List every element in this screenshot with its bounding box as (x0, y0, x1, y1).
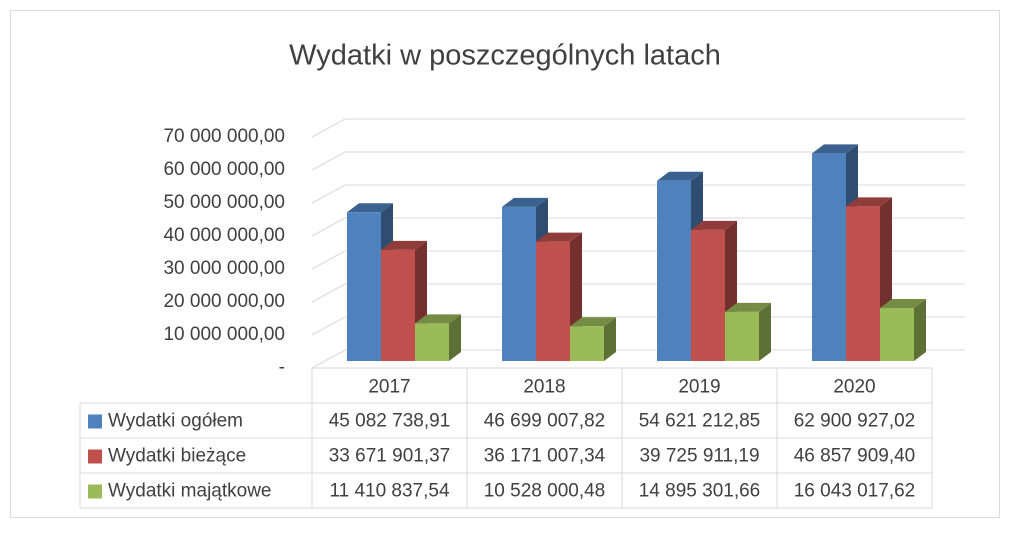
bar (880, 299, 926, 361)
chart-title: Wydatki w poszczególnych latach (289, 40, 721, 72)
grid-line (311, 184, 965, 204)
bar-face (502, 206, 536, 361)
grid-line (311, 151, 965, 171)
bar-face (657, 171, 703, 181)
bar-face (449, 314, 461, 361)
table-value: 33 671 901,37 (329, 446, 451, 467)
bar-face (725, 311, 759, 361)
table-value: 54 621 212,85 (639, 411, 761, 432)
grid-line (311, 283, 965, 303)
table-value: 14 895 301,66 (639, 481, 761, 502)
bar-face (347, 203, 393, 213)
legend-key (88, 449, 102, 464)
bar-face (415, 314, 461, 324)
bar-face (812, 153, 846, 361)
bar-face (812, 144, 858, 154)
x-tick-label: 2019 (678, 377, 720, 398)
bar-face (604, 317, 616, 361)
y-tick-label: 50 000 000,00 (163, 192, 285, 213)
grid-line (311, 118, 965, 138)
table-value: 46 699 007,82 (484, 411, 606, 432)
table-value: 36 171 007,34 (484, 446, 606, 467)
grid-line (311, 217, 965, 237)
bar (570, 317, 616, 361)
table-value: 46 857 909,40 (794, 446, 916, 467)
legend-label: Wydatki bieżące (108, 446, 246, 467)
table-value: 10 528 000,48 (484, 481, 606, 502)
bar-face (691, 220, 737, 230)
table-value: 45 082 738,91 (329, 411, 451, 432)
bar-face (347, 212, 381, 361)
bar-face (880, 308, 914, 361)
y-tick-label: 30 000 000,00 (163, 258, 285, 279)
bar-face (381, 249, 415, 361)
table-value: 62 900 927,02 (794, 411, 916, 432)
bar-face (536, 232, 582, 242)
bar-face (880, 299, 926, 309)
bar-face (759, 302, 771, 361)
x-tick-label: 2020 (833, 377, 875, 398)
y-tick-label: 60 000 000,00 (163, 159, 285, 180)
bar-face (846, 197, 892, 207)
grid-line (311, 250, 965, 270)
bar-face (415, 323, 449, 361)
bar-face (381, 240, 427, 250)
y-tick-label: 40 000 000,00 (163, 225, 285, 246)
legend-key (88, 484, 102, 499)
bar-face (502, 197, 548, 207)
bar-face (691, 229, 725, 361)
table-value: 39 725 911,19 (639, 446, 759, 467)
bar-face (570, 326, 604, 361)
bar-face (914, 299, 926, 361)
legend-label: Wydatki ogółem (108, 411, 243, 432)
bar-face (657, 180, 691, 361)
y-tick-label: - (279, 357, 285, 378)
table-value: 16 043 017,62 (794, 481, 916, 502)
x-tick-label: 2018 (523, 377, 565, 398)
bar-face (725, 302, 771, 312)
legend-label: Wydatki majątkowe (108, 481, 272, 502)
table-value: 11 410 837,54 (329, 481, 450, 502)
bar-face (536, 241, 570, 361)
y-tick-label: 70 000 000,00 (163, 126, 285, 147)
bar-face (570, 317, 616, 327)
legend-key (88, 414, 102, 429)
bar-face (846, 206, 880, 361)
bar (536, 232, 582, 361)
y-tick-label: 10 000 000,00 (163, 324, 285, 345)
y-tick-label: 20 000 000,00 (163, 291, 285, 312)
bar (415, 314, 461, 361)
x-tick-label: 2017 (368, 377, 410, 398)
bar (725, 302, 771, 361)
